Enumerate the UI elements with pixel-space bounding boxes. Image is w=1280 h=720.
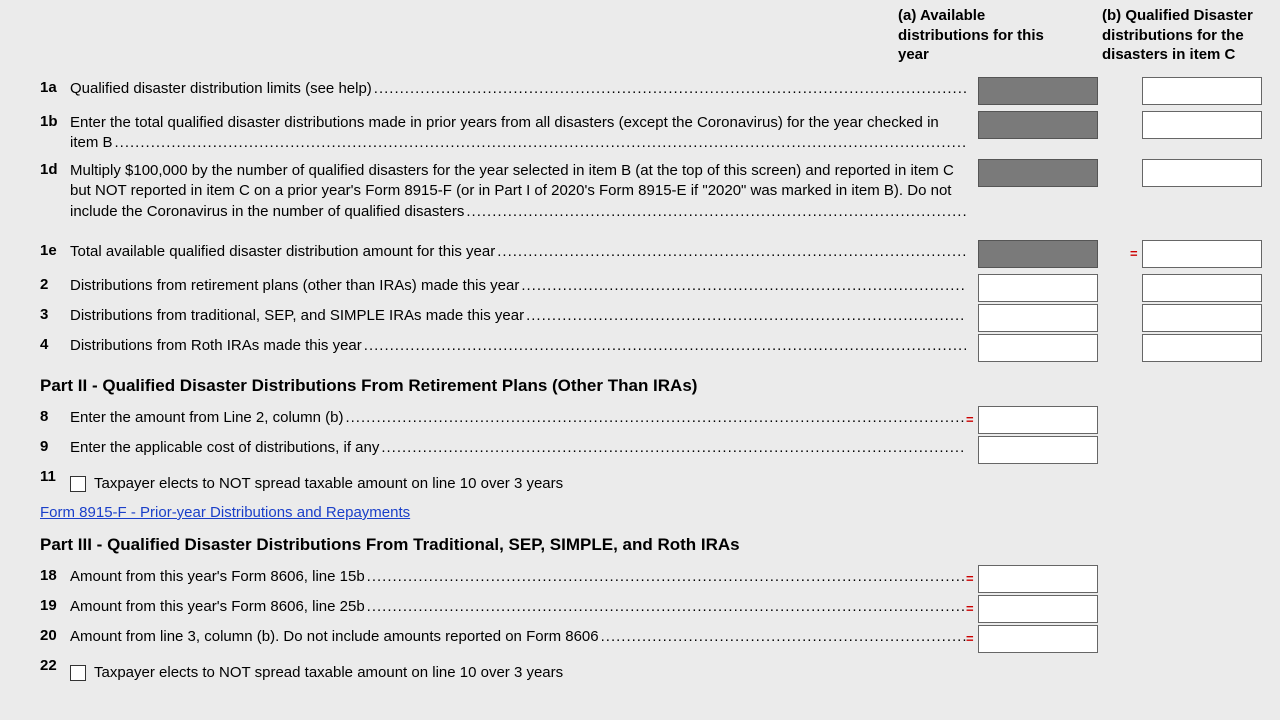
line-number: 2 <box>40 274 70 293</box>
part3-title: Part III - Qualified Disaster Distributi… <box>40 535 1262 555</box>
line-number: 1d <box>40 159 70 178</box>
input-20-a[interactable] <box>978 625 1098 653</box>
line-3: 3 Distributions from traditional, SEP, a… <box>40 304 1262 332</box>
input-1a-b[interactable] <box>1142 77 1262 105</box>
line-number: 8 <box>40 406 70 425</box>
checkbox-11-label: Taxpayer elects to NOT spread taxable am… <box>94 474 563 494</box>
line-text: Total available qualified disaster distr… <box>70 240 972 262</box>
line-1e: 1e Total available qualified disaster di… <box>40 240 1262 268</box>
line-1b: 1b Enter the total qualified disaster di… <box>40 111 1262 154</box>
spacer <box>1142 449 1262 450</box>
equals-icon: = <box>966 571 974 586</box>
line-number: 4 <box>40 334 70 353</box>
line-text: Enter the amount from Line 2, column (b) <box>70 406 972 428</box>
line-number: 1b <box>40 111 70 130</box>
col-b-header: (b) Qualified Disaster distributions for… <box>1102 6 1262 65</box>
line-number: 18 <box>40 565 70 584</box>
equals-icon: = <box>966 631 974 646</box>
line-number: 11 <box>40 466 70 485</box>
line-number: 19 <box>40 595 70 614</box>
line-text: Amount from line 3, column (b). Do not i… <box>70 625 972 647</box>
input-1e-b[interactable] <box>1142 240 1262 268</box>
line-text: Distributions from retirement plans (oth… <box>70 274 972 296</box>
input-1b-a[interactable] <box>978 111 1098 139</box>
spacer <box>1142 609 1262 610</box>
line-11: 11 Taxpayer elects to NOT spread taxable… <box>40 466 1262 500</box>
line-text: Multiply $100,000 by the number of quali… <box>70 159 972 222</box>
checkbox-22-label: Taxpayer elects to NOT spread taxable am… <box>94 663 563 683</box>
input-2-b[interactable] <box>1142 274 1262 302</box>
input-4-b[interactable] <box>1142 334 1262 362</box>
spacer <box>1142 419 1262 420</box>
line-19: 19 Amount from this year's Form 8606, li… <box>40 595 1262 623</box>
line-number: 1a <box>40 77 70 96</box>
checkbox-11[interactable] <box>70 476 86 492</box>
line-1a: 1a Qualified disaster distribution limit… <box>40 77 1262 105</box>
input-19-a[interactable] <box>978 595 1098 623</box>
line-text: Distributions from Roth IRAs made this y… <box>70 334 972 356</box>
line-number: 20 <box>40 625 70 644</box>
line-4: 4 Distributions from Roth IRAs made this… <box>40 334 1262 362</box>
line-number: 3 <box>40 304 70 323</box>
checkbox-22[interactable] <box>70 665 86 681</box>
spacer <box>1142 579 1262 580</box>
line-2: 2 Distributions from retirement plans (o… <box>40 274 1262 302</box>
input-1e-a[interactable] <box>978 240 1098 268</box>
column-headers: (a) Available distributions for this yea… <box>40 6 1262 65</box>
line-text: Enter the applicable cost of distributio… <box>70 436 972 458</box>
line-number: 9 <box>40 436 70 455</box>
input-9-a[interactable] <box>978 436 1098 464</box>
line-text: Distributions from traditional, SEP, and… <box>70 304 972 326</box>
input-3-b[interactable] <box>1142 304 1262 332</box>
line-text: Enter the total qualified disaster distr… <box>70 111 972 154</box>
line-text: Taxpayer elects to NOT spread taxable am… <box>70 466 1262 500</box>
input-18-a[interactable] <box>978 565 1098 593</box>
col-a-header: (a) Available distributions for this yea… <box>898 6 1058 65</box>
input-1b-b[interactable] <box>1142 111 1262 139</box>
equals-icon: = <box>1130 246 1138 261</box>
input-4-a[interactable] <box>978 334 1098 362</box>
input-1d-a[interactable] <box>978 159 1098 187</box>
part2-title: Part II - Qualified Disaster Distributio… <box>40 376 1262 396</box>
line-20: 20 Amount from line 3, column (b). Do no… <box>40 625 1262 653</box>
line-text: Amount from this year's Form 8606, line … <box>70 595 972 617</box>
input-1d-b[interactable] <box>1142 159 1262 187</box>
line-9: 9 Enter the applicable cost of distribut… <box>40 436 1262 464</box>
input-2-a[interactable] <box>978 274 1098 302</box>
line-8: 8 Enter the amount from Line 2, column (… <box>40 406 1262 434</box>
line-22: 22 Taxpayer elects to NOT spread taxable… <box>40 655 1262 689</box>
line-number: 1e <box>40 240 70 259</box>
line-text: Qualified disaster distribution limits (… <box>70 77 972 99</box>
line-1d: 1d Multiply $100,000 by the number of qu… <box>40 159 1262 222</box>
spacer <box>1142 639 1262 640</box>
line-18: 18 Amount from this year's Form 8606, li… <box>40 565 1262 593</box>
prior-year-link[interactable]: Form 8915-F - Prior-year Distributions a… <box>40 504 410 521</box>
line-text: Amount from this year's Form 8606, line … <box>70 565 972 587</box>
equals-icon: = <box>966 601 974 616</box>
input-1a-a[interactable] <box>978 77 1098 105</box>
input-3-a[interactable] <box>978 304 1098 332</box>
input-8-a[interactable] <box>978 406 1098 434</box>
line-text: Taxpayer elects to NOT spread taxable am… <box>70 655 1262 689</box>
line-number: 22 <box>40 655 70 674</box>
equals-icon: = <box>966 412 974 427</box>
form-page: (a) Available distributions for this yea… <box>0 0 1280 689</box>
